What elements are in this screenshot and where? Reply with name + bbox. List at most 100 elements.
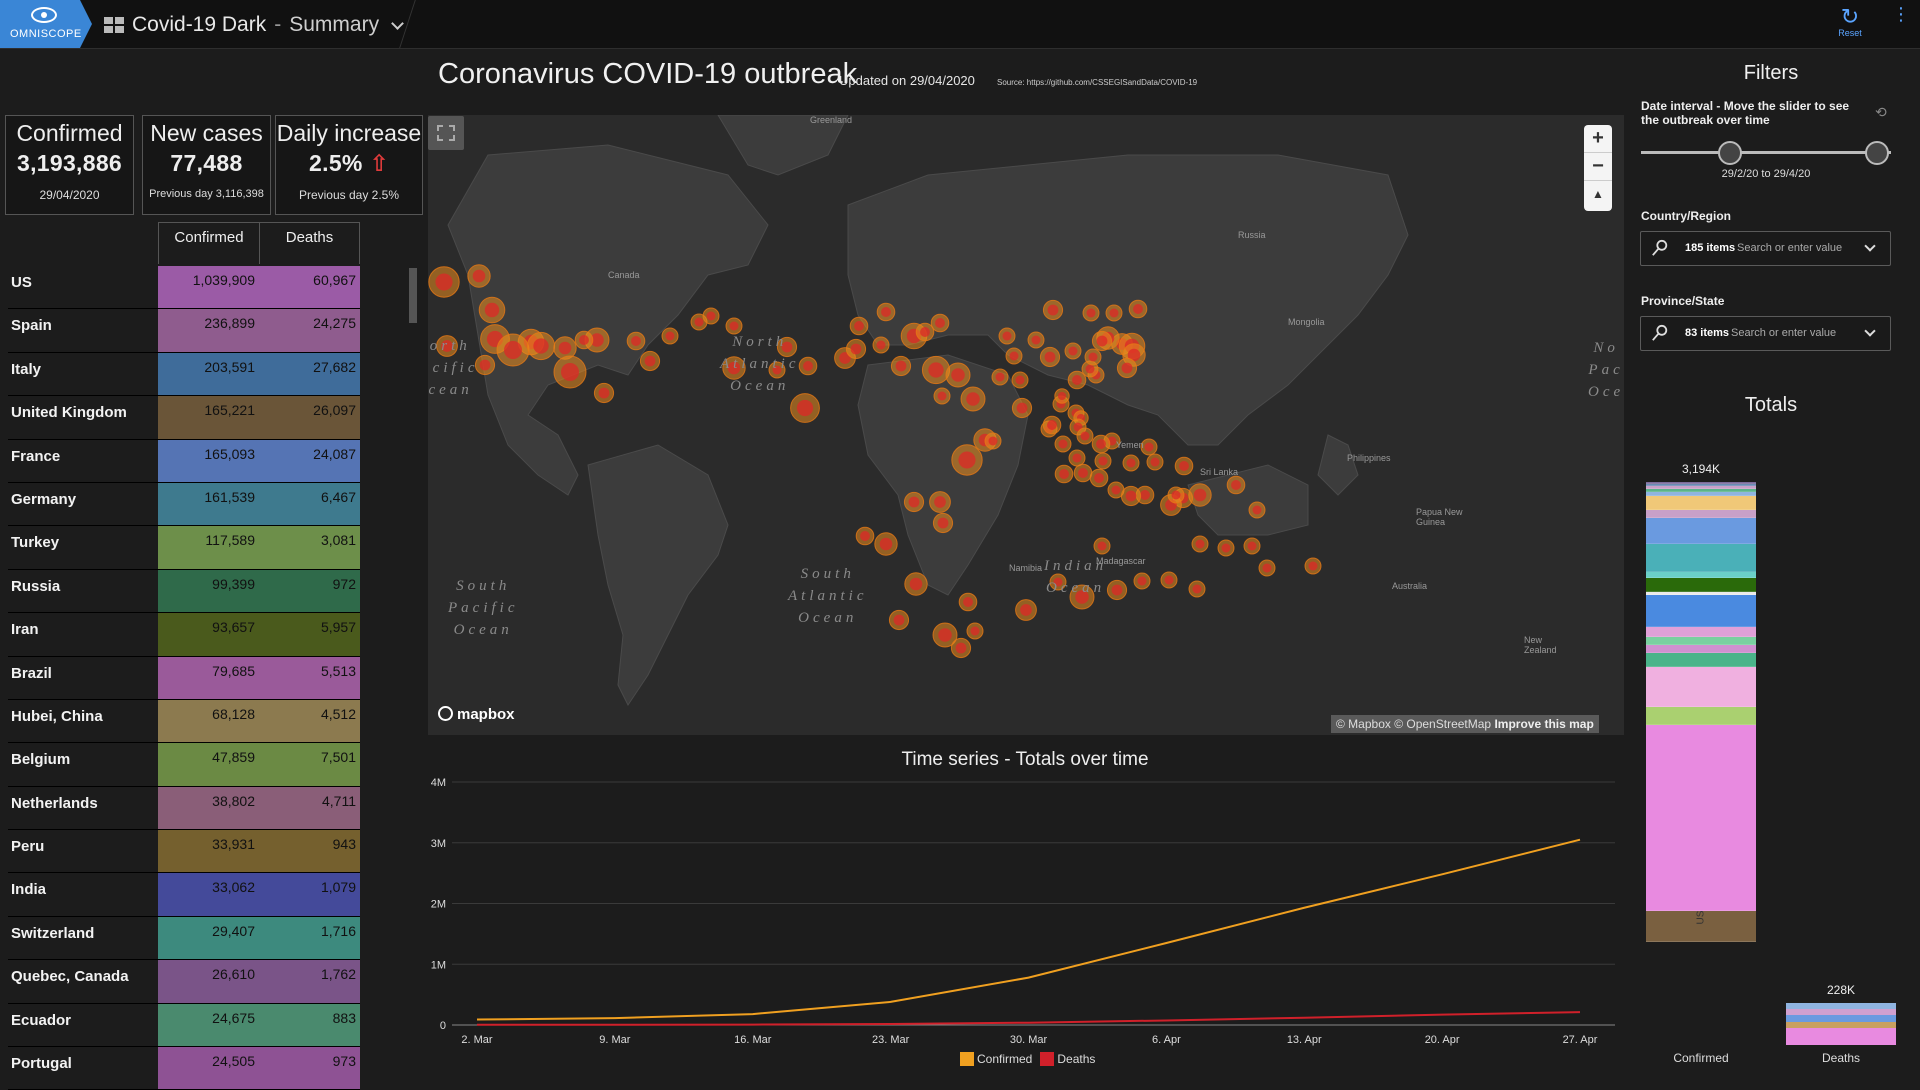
country-name: Russia <box>11 577 61 595</box>
bar-segment[interactable] <box>1646 510 1756 518</box>
omniscope-logo[interactable]: OMNISCOPE <box>0 0 92 48</box>
bar-segment[interactable] <box>1646 486 1756 489</box>
deaths-total-label: 228K <box>1826 983 1856 997</box>
deaths-stacked-bar[interactable] <box>1786 1003 1896 1045</box>
bar-segment[interactable] <box>1786 1015 1896 1022</box>
legend-item-confirmed[interactable]: Confirmed <box>960 1052 1032 1066</box>
bar-segment[interactable] <box>1646 645 1756 653</box>
reset-button[interactable]: ↻ Reset <box>1830 6 1870 44</box>
column-header-deaths[interactable]: Deaths <box>259 222 360 264</box>
country-placeholder: Search or enter value <box>1737 242 1843 254</box>
map-bubble-core <box>1140 490 1150 500</box>
country-name: United Kingdom <box>11 404 127 422</box>
bar-segment[interactable] <box>1646 496 1756 510</box>
map-bubble-core <box>1044 351 1056 363</box>
bar-segment[interactable] <box>1786 1003 1896 1009</box>
bar-label-confirmed: Confirmed <box>1673 1051 1729 1065</box>
x-tick-label: 2. Mar <box>461 1034 493 1046</box>
bar-segment[interactable] <box>1646 653 1756 667</box>
table-row[interactable]: Brazil 79,685 5,513 <box>8 656 360 700</box>
ocean-label: South Atlantic Ocean <box>788 566 868 626</box>
column-header-confirmed[interactable]: Confirmed <box>158 222 259 264</box>
deaths-cell: 7,501 <box>259 743 360 786</box>
improve-map-link[interactable]: Improve this map <box>1494 717 1594 731</box>
table-row[interactable]: Switzerland 29,407 1,716 <box>8 916 360 961</box>
map-bubble-core <box>876 340 886 350</box>
bar-segment[interactable] <box>1646 707 1756 725</box>
bar-segment[interactable] <box>1786 1009 1896 1015</box>
bar-segment[interactable] <box>1646 667 1756 707</box>
table-row[interactable]: Portugal 24,505 973 <box>8 1047 360 1090</box>
table-row[interactable]: United Kingdom 165,221 26,097 <box>8 396 360 440</box>
project-title-menu[interactable]: Covid-19 Dark - Summary <box>104 12 404 38</box>
table-scrollbar[interactable] <box>409 268 417 323</box>
date-slider-track[interactable] <box>1641 151 1891 154</box>
mapbox-logo[interactable]: mapbox <box>438 706 515 723</box>
country-select[interactable]: 185 items Search or enter value <box>1640 231 1891 266</box>
table-row[interactable]: Netherlands 38,802 4,711 <box>8 786 360 831</box>
bar-segment[interactable] <box>1646 637 1756 645</box>
zoom-in-button[interactable]: + <box>1584 125 1612 153</box>
legend-item-deaths[interactable]: Deaths <box>1040 1052 1095 1066</box>
table-row[interactable]: Belgium 47,859 7,501 <box>8 743 360 787</box>
table-row[interactable]: Iran 93,657 5,957 <box>8 613 360 657</box>
table-row[interactable]: Germany 161,539 6,467 <box>8 482 360 527</box>
source-link[interactable]: Source: https://github.com/CSSEGISandDat… <box>997 78 1198 87</box>
bar-segment[interactable] <box>1646 627 1756 637</box>
bar-segment[interactable] <box>1646 544 1756 572</box>
x-tick-label: 16. Mar <box>734 1034 772 1046</box>
table-row[interactable]: Russia 99,399 972 <box>8 569 360 614</box>
date-interval-label: Date interval - Move the slider to see t… <box>1641 99 1850 127</box>
map-bubble-core <box>895 360 907 372</box>
table-row[interactable]: Spain 236,899 24,275 <box>8 309 360 353</box>
province-label: Province/State <box>1641 294 1725 308</box>
confirmed-cell: 24,505 <box>158 1047 259 1090</box>
table-row[interactable]: Turkey 117,589 3,081 <box>8 526 360 570</box>
table-row[interactable]: Ecuador 24,675 883 <box>8 1003 360 1048</box>
country-name: Iran <box>11 621 39 639</box>
series-line-confirmed[interactable] <box>476 838 1581 1021</box>
timeseries-chart[interactable]: 0 1M 2M 3M 4M 2. Mar 9. Mar 16. Mar 23. Mar 30. M… <box>420 770 1630 1050</box>
table-row[interactable]: Quebec, Canada 26,610 1,762 <box>8 960 360 1004</box>
bar-segment[interactable] <box>1646 592 1756 595</box>
country-name: Netherlands <box>11 794 98 812</box>
date-slider-start-handle[interactable] <box>1718 141 1742 165</box>
bar-segment[interactable] <box>1646 725 1756 911</box>
bar-segment[interactable] <box>1646 578 1756 592</box>
bar-segment[interactable] <box>1786 1028 1896 1045</box>
table-row[interactable]: Peru 33,931 943 <box>8 830 360 874</box>
series-line-deaths[interactable] <box>476 1011 1581 1026</box>
bar-segment[interactable] <box>1646 572 1756 578</box>
date-slider-end-handle[interactable] <box>1865 141 1889 165</box>
zoom-out-button[interactable]: − <box>1584 153 1612 181</box>
map-bubble-core <box>988 436 998 446</box>
bar-segment[interactable] <box>1646 492 1756 496</box>
more-options-icon[interactable]: ⋮ <box>1892 4 1910 24</box>
table-row[interactable]: France 165,093 24,087 <box>8 439 360 483</box>
chevron-down-icon[interactable] <box>1864 325 1876 337</box>
province-select[interactable]: 83 items Search or enter value <box>1640 316 1891 351</box>
table-row[interactable]: US 1,039,909 60,967 <box>8 266 360 310</box>
bar-segment[interactable] <box>1646 484 1756 486</box>
chevron-down-icon[interactable] <box>1864 240 1876 252</box>
map-bubble-core <box>1068 346 1078 356</box>
confirmed-stacked-bar[interactable] <box>1646 482 1756 1045</box>
map-bubble-core <box>1059 469 1069 479</box>
bar-segment[interactable] <box>1786 1022 1896 1028</box>
bar-segment[interactable] <box>1646 595 1756 627</box>
reset-north-button[interactable]: ▲ <box>1592 187 1604 201</box>
bar-segment[interactable] <box>1646 911 1756 942</box>
bar-segment[interactable] <box>1646 482 1756 484</box>
bar-segment[interactable] <box>1646 489 1756 492</box>
map-bubble-core <box>1125 490 1137 502</box>
table-row[interactable]: Hubei, China 68,128 4,512 <box>8 699 360 744</box>
country-name: Brazil <box>11 664 52 682</box>
fullscreen-button[interactable] <box>428 116 464 150</box>
table-row[interactable]: Italy 203,591 27,682 <box>8 352 360 397</box>
table-row[interactable]: India 33,062 1,079 <box>8 873 360 917</box>
bar-segment[interactable] <box>1646 518 1756 544</box>
attribution-text[interactable]: © Mapbox © OpenStreetMap <box>1336 717 1492 731</box>
map-bubble-core <box>772 365 782 375</box>
date-refresh-icon[interactable]: ⟲ <box>1875 104 1887 120</box>
